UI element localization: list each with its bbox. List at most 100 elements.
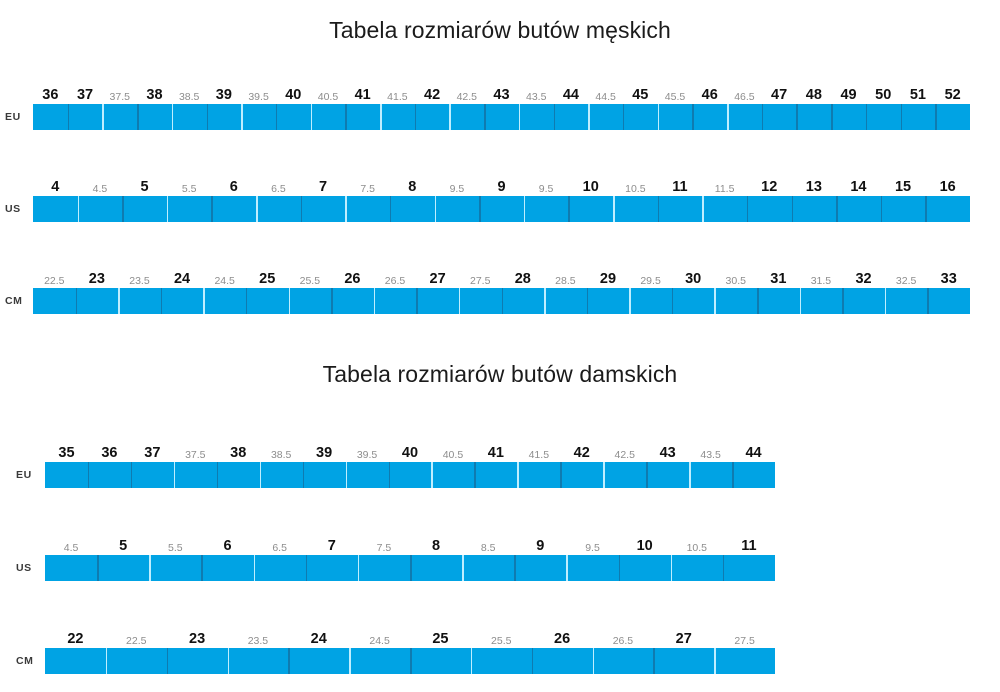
size-segment-divider <box>97 555 99 581</box>
size-tick-label: 4.5 <box>63 542 79 554</box>
size-segment-divider <box>259 462 262 488</box>
size-segment-divider <box>410 648 412 674</box>
size-segment-divider <box>310 104 313 130</box>
size-tick-label: 11.5 <box>714 183 735 195</box>
size-tick-label: 40 <box>401 445 419 461</box>
size-segment-divider <box>484 104 486 130</box>
size-scale-bar-cm[interactable] <box>45 648 775 674</box>
size-segment-divider <box>842 288 844 314</box>
size-segment-divider <box>501 288 503 314</box>
size-segment-divider <box>449 104 451 130</box>
size-tick-label: 6 <box>229 179 238 195</box>
size-tick-label: 30.5 <box>725 275 746 287</box>
size-segment-divider <box>746 196 749 222</box>
size-segment-divider <box>865 104 868 130</box>
size-tick-label: 37.5 <box>185 449 206 461</box>
size-tick-label: 47 <box>771 87 788 103</box>
size-tick-label: 9 <box>536 538 545 554</box>
size-segment-divider <box>603 462 605 488</box>
size-tick-label: 43.5 <box>700 449 721 461</box>
size-segment-divider <box>201 555 203 581</box>
size-segment-divider <box>345 196 347 222</box>
size-scale-row-us: US 4.5 5 5.5 6 6.5 7 7.5 8 8.5 9 9.5 10 10.5 11 <box>0 538 1000 581</box>
size-tick-label: 42.5 <box>456 91 477 103</box>
size-segment-divider <box>613 196 615 222</box>
size-segment-divider <box>670 555 673 581</box>
size-tick-label: 24 <box>173 271 191 287</box>
size-tick-label: 31 <box>770 271 787 287</box>
size-tick-label: 41.5 <box>528 449 550 461</box>
size-segment-divider <box>118 288 120 314</box>
size-tick-label: 43 <box>493 87 510 103</box>
size-tick-label: 27 <box>675 631 692 647</box>
size-tick-label: 5 <box>119 538 128 554</box>
size-tick-label: 38.5 <box>178 91 200 103</box>
size-tick-label: 16 <box>939 179 956 195</box>
size-tick-label: 35 <box>58 445 75 461</box>
size-segment-divider <box>727 104 729 130</box>
size-tick-label: 39.5 <box>248 91 269 103</box>
size-segment-divider <box>791 196 794 222</box>
size-tick-label: 38 <box>146 87 163 103</box>
size-segment-divider <box>345 462 348 488</box>
size-tick-label: 24.5 <box>369 635 390 647</box>
size-scale-bar-us[interactable] <box>33 196 970 222</box>
size-scale-bar-eu[interactable] <box>33 104 970 130</box>
size-tick-label: 44.5 <box>595 91 616 103</box>
size-tick-label: 7.5 <box>360 183 375 195</box>
size-segment-divider <box>900 104 903 130</box>
size-segment-divider <box>657 196 660 222</box>
size-tick-label: 46 <box>701 87 718 103</box>
size-tick-label: 22.5 <box>44 275 65 287</box>
size-tick-label: 29.5 <box>640 275 661 287</box>
size-tick-label: 7 <box>318 179 328 195</box>
size-segment-divider <box>137 104 139 130</box>
size-tick-label: 32.5 <box>895 275 917 287</box>
size-tick-label: 28.5 <box>555 275 576 287</box>
size-segment-divider <box>935 104 937 130</box>
size-segment-divider <box>566 555 568 581</box>
size-tick-label: 37 <box>76 87 94 103</box>
size-tick-label: 11 <box>672 179 688 195</box>
size-tick-label: 23.5 <box>129 275 150 287</box>
size-segment-divider <box>523 196 526 222</box>
size-tick-label: 38 <box>230 445 247 461</box>
size-segment-divider <box>796 104 798 130</box>
size-segment-divider <box>416 288 418 314</box>
size-segment-divider <box>653 648 655 674</box>
size-scale-row-eu: EU 35 36 37 37.5 38 38.5 39 39.5 40 40.5 41 41.5 42 42… <box>0 445 1000 488</box>
size-tick-label: 14 <box>850 179 867 195</box>
size-tick-label: 32 <box>855 271 872 287</box>
size-tick-label: 8 <box>408 179 417 195</box>
scale-tick-labels: 36 37 37.5 38 38.5 39 39.5 40 40.5 41 41.5 42 42.5 43… <box>0 78 1000 104</box>
scale-unit-label-eu: EU <box>16 469 32 481</box>
size-segment-divider <box>836 196 838 222</box>
size-tick-label: 26 <box>344 271 361 287</box>
size-segment-divider <box>692 104 694 130</box>
size-scale-bar-us[interactable] <box>45 555 775 581</box>
size-segment-divider <box>470 648 473 674</box>
size-tick-label: 11 <box>741 538 757 554</box>
size-segment-divider <box>458 288 461 314</box>
size-segment-divider <box>203 288 205 314</box>
size-tick-label: 33 <box>940 271 957 287</box>
size-segment-divider <box>245 288 248 314</box>
size-tick-label: 50 <box>875 87 892 103</box>
page-title-womens-size-table: Tabela rozmiarów butów damskich <box>322 361 678 388</box>
scale-tick-labels: 22.5 23 23.5 24 24.5 25 25.5 26 26.5 27 27.5 28 28.5… <box>0 262 1000 288</box>
size-tick-label: 5.5 <box>181 183 197 195</box>
size-segment-divider <box>531 648 534 674</box>
size-segment-divider <box>102 104 104 130</box>
size-tick-label: 6 <box>223 538 232 554</box>
size-tick-label: 27 <box>429 271 446 287</box>
size-segment-divider <box>160 288 163 314</box>
size-tick-label: 36 <box>101 445 118 461</box>
size-scale-bar-eu[interactable] <box>45 462 775 488</box>
size-scale-bar-cm[interactable] <box>33 288 970 314</box>
size-segment-divider <box>345 104 347 130</box>
size-tick-label: 9.5 <box>585 542 600 554</box>
size-tick-label: 7.5 <box>376 542 392 554</box>
size-segment-divider <box>592 648 594 674</box>
size-tick-label: 52 <box>944 87 961 103</box>
size-segment-divider <box>646 462 648 488</box>
